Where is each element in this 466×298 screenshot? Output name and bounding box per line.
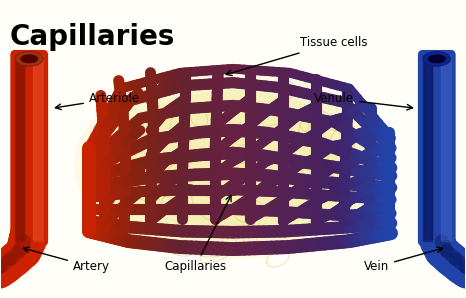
FancyBboxPatch shape bbox=[420, 52, 454, 243]
Text: Capillaries: Capillaries bbox=[9, 23, 175, 51]
FancyBboxPatch shape bbox=[10, 50, 48, 246]
Text: Tissue cells: Tissue cells bbox=[226, 36, 367, 76]
Ellipse shape bbox=[428, 55, 445, 63]
Ellipse shape bbox=[424, 52, 450, 65]
Text: Venule: Venule bbox=[314, 92, 412, 110]
Ellipse shape bbox=[423, 52, 451, 66]
Text: Vein: Vein bbox=[364, 247, 443, 273]
Ellipse shape bbox=[429, 55, 445, 63]
Ellipse shape bbox=[21, 55, 37, 63]
Text: Capillaries: Capillaries bbox=[164, 195, 231, 273]
FancyBboxPatch shape bbox=[418, 50, 456, 246]
Text: Artery: Artery bbox=[23, 247, 110, 273]
FancyBboxPatch shape bbox=[12, 52, 46, 243]
Ellipse shape bbox=[15, 52, 43, 66]
Ellipse shape bbox=[89, 81, 377, 249]
Ellipse shape bbox=[16, 52, 42, 65]
Text: Arteriole: Arteriole bbox=[55, 92, 140, 110]
Ellipse shape bbox=[21, 55, 38, 63]
Ellipse shape bbox=[106, 91, 360, 239]
Ellipse shape bbox=[74, 71, 392, 259]
Ellipse shape bbox=[123, 103, 343, 227]
